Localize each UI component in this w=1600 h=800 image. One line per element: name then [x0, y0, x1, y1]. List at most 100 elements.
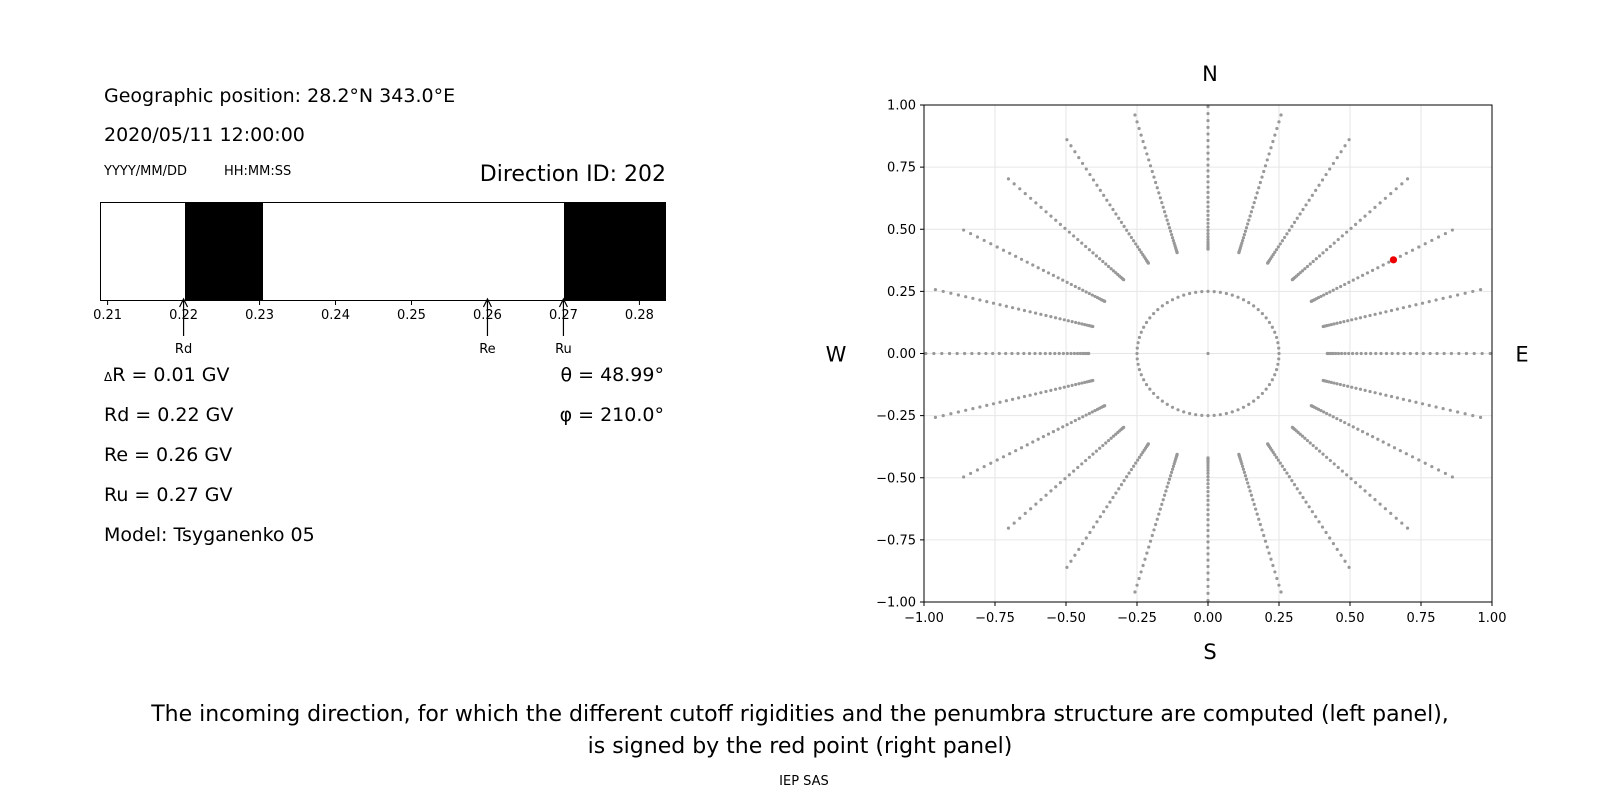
- grid-point: [1271, 139, 1275, 144]
- marker-label: Ru: [555, 342, 572, 357]
- grid-point: [1053, 387, 1058, 391]
- grid-point: [1141, 139, 1145, 144]
- grid-point: [1169, 470, 1174, 475]
- grid-point: [1084, 458, 1088, 463]
- grid-point: [1298, 212, 1302, 216]
- grid-point: [1365, 271, 1370, 275]
- grid-point: [1105, 505, 1109, 509]
- grid-point: [1275, 126, 1279, 131]
- grid-point: [1260, 311, 1264, 316]
- grid-point: [1254, 196, 1258, 200]
- grid-point: [1206, 151, 1210, 155]
- grid-point: [1167, 477, 1172, 481]
- grid-point: [1305, 264, 1310, 269]
- grid-point: [1088, 530, 1092, 535]
- grid-point: [1319, 294, 1323, 299]
- phi-value: φ = 210.0°: [559, 404, 664, 426]
- grid-point: [1056, 276, 1060, 280]
- grid-point: [1095, 520, 1099, 524]
- grid-point: [1408, 399, 1412, 403]
- grid-point: [1090, 293, 1094, 297]
- grid-point: [1139, 453, 1143, 457]
- grid-point: [1389, 191, 1393, 196]
- marker-arrowhead: [482, 297, 492, 308]
- grid-point: [1065, 280, 1069, 284]
- grid-point: [1139, 330, 1143, 334]
- grid-point: [1244, 226, 1249, 230]
- grid-point: [1376, 437, 1380, 441]
- grid-point: [1450, 475, 1454, 479]
- grid-point: [962, 228, 966, 232]
- grid-point: [969, 231, 973, 236]
- grid-point: [1094, 254, 1098, 258]
- grid-point: [1133, 590, 1137, 594]
- grid-point: [933, 287, 938, 292]
- grid-point: [1168, 229, 1173, 233]
- grid-point: [1019, 446, 1024, 450]
- grid-point: [1427, 300, 1431, 304]
- grid-point: [1241, 405, 1246, 409]
- grid-point: [1206, 598, 1210, 602]
- grid-point: [1158, 196, 1162, 200]
- grid-point: [1298, 432, 1302, 436]
- grid-point: [1155, 517, 1159, 521]
- grid-point: [1415, 351, 1419, 356]
- grid-point: [1074, 320, 1078, 325]
- grid-point: [1273, 570, 1277, 574]
- grid-point: [1008, 452, 1012, 456]
- grid-point: [1108, 500, 1112, 504]
- grid-point: [1056, 427, 1060, 431]
- grid-point: [1065, 423, 1069, 427]
- grid-point: [1212, 413, 1216, 417]
- grid-point: [1318, 449, 1322, 453]
- grid-point: [1038, 351, 1042, 356]
- grid-point: [1340, 469, 1344, 473]
- grid-point: [1410, 248, 1415, 252]
- grid-point: [1282, 235, 1287, 240]
- grid-point: [1069, 282, 1073, 287]
- grid-point: [1420, 402, 1425, 406]
- grid-point: [1317, 183, 1321, 187]
- grid-point: [1271, 253, 1275, 257]
- grid-point: [1350, 385, 1354, 389]
- grid-point: [1136, 341, 1140, 345]
- grid-point: [1480, 351, 1484, 356]
- grid-point: [1085, 380, 1089, 384]
- grid-point: [1161, 498, 1165, 502]
- grid-point: [1273, 250, 1277, 254]
- grid-point: [1073, 418, 1077, 423]
- grid-point: [1010, 351, 1014, 356]
- grid-point: [1280, 464, 1284, 468]
- grid-point: [1320, 178, 1325, 182]
- grid-point: [1321, 452, 1325, 456]
- grid-point: [1206, 190, 1210, 194]
- grid-point: [1351, 425, 1355, 429]
- grid-point: [1134, 461, 1138, 465]
- grid-point: [1369, 351, 1373, 356]
- grid-point: [1036, 437, 1040, 441]
- grid-point: [1053, 351, 1057, 356]
- grid-point: [1091, 178, 1096, 182]
- grid-point: [1106, 264, 1111, 269]
- grid-point: [982, 464, 986, 469]
- direction-id: Direction ID: 202: [479, 162, 666, 187]
- grid-point: [1144, 320, 1149, 325]
- grid-point: [991, 351, 995, 356]
- grid-point: [1167, 226, 1172, 230]
- grid-point: [1028, 393, 1032, 397]
- grid-point: [1264, 316, 1268, 320]
- grid-point: [1044, 313, 1048, 318]
- grid-point: [1242, 470, 1247, 475]
- grid-point: [1087, 291, 1091, 296]
- grid-point: [1073, 150, 1077, 154]
- grid-point: [1136, 458, 1140, 462]
- grid-point: [1031, 440, 1035, 444]
- x-tick-label: −0.50: [1046, 611, 1086, 626]
- grid-point: [1378, 392, 1383, 396]
- grid-point: [1363, 315, 1367, 319]
- grid-point: [1206, 552, 1210, 556]
- grid-point: [1176, 408, 1180, 412]
- grid-point: [1343, 559, 1347, 563]
- grid-point: [1206, 157, 1210, 161]
- grid-point: [1018, 187, 1022, 191]
